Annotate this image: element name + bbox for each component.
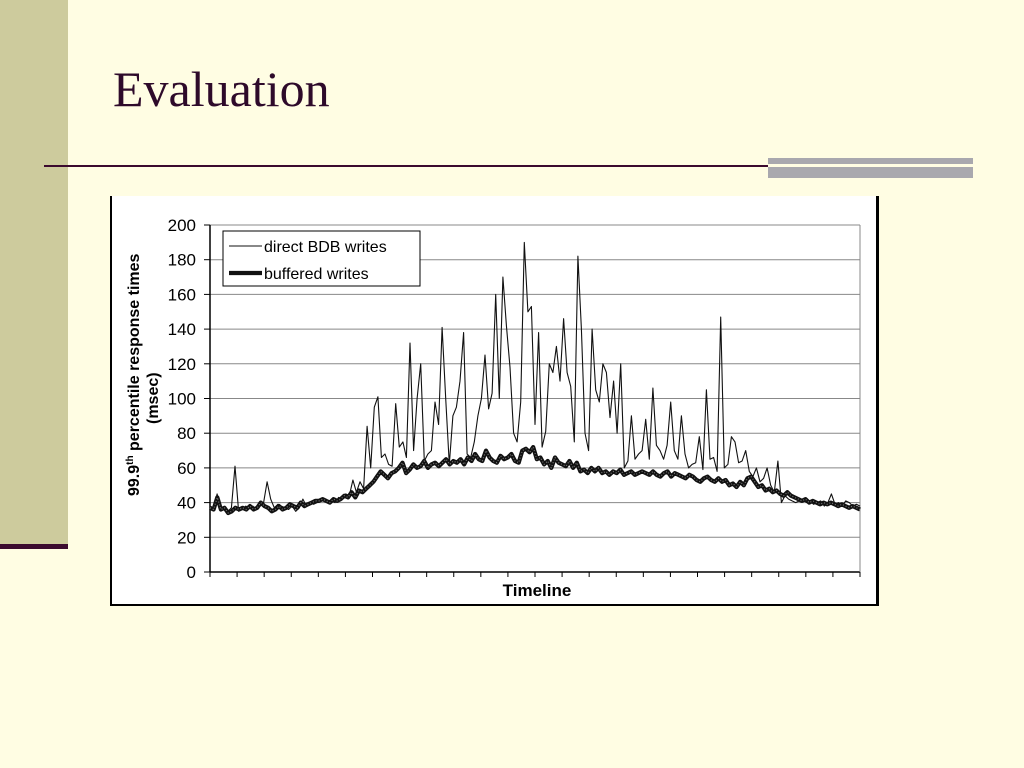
legend-label-buffered-writes: buffered writes [264, 266, 369, 283]
x-axis-label: Timeline [503, 581, 572, 600]
slide-title: Evaluation [113, 61, 330, 117]
y-tick-label: 60 [177, 459, 196, 478]
y-tick-label: 140 [168, 320, 196, 339]
legend-box [222, 230, 421, 287]
y-axis-label: 99.9th percentile response times [125, 253, 143, 496]
y-tick-label: 80 [177, 424, 196, 443]
title-rule-accent [768, 158, 973, 178]
legend-label-direct-bdb-writes: direct BDB writes [264, 239, 387, 256]
y-tick-label: 20 [177, 528, 196, 547]
left-decorative-band [0, 0, 68, 548]
y-tick-label: 180 [168, 251, 196, 270]
series-line-buffered-writes-texture [209, 446, 861, 514]
y-tick-label: 40 [177, 494, 196, 513]
y-tick-label: 160 [168, 285, 196, 304]
title-rule [44, 165, 774, 167]
left-band-accent [0, 544, 68, 549]
y-tick-label: 100 [168, 390, 196, 409]
chart-frame: 0 20 40 60 80 100 120 140 160 180 200 direct BDB w… [110, 196, 879, 606]
y-tick-label: 200 [168, 216, 196, 235]
y-axis-unit: (msec) [145, 372, 162, 424]
response-time-chart: 0 20 40 60 80 100 120 140 160 180 200 direct BDB w… [125, 216, 861, 600]
y-tick-label: 120 [168, 355, 196, 374]
y-tick-label: 0 [187, 563, 196, 582]
